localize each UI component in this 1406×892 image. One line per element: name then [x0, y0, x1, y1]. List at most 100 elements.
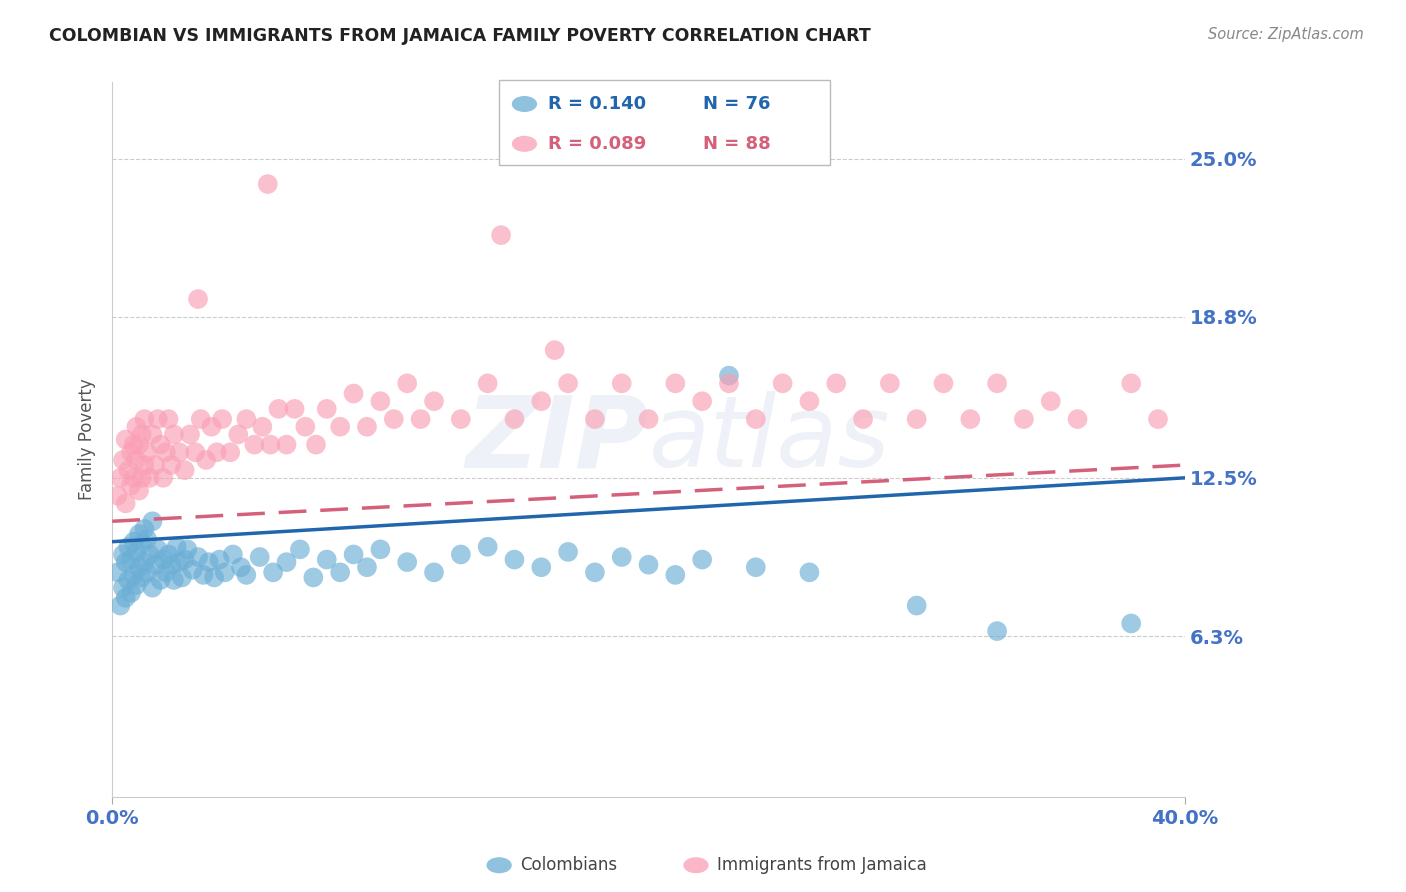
- Point: [610, 376, 633, 391]
- Point: [294, 419, 316, 434]
- Text: R = 0.089: R = 0.089: [548, 135, 647, 153]
- Point: [111, 581, 134, 595]
- Point: [128, 437, 150, 451]
- Point: [110, 471, 132, 485]
- Point: [120, 586, 142, 600]
- Point: [125, 453, 148, 467]
- Point: [423, 566, 446, 580]
- Point: [197, 555, 219, 569]
- Point: [772, 376, 794, 391]
- Text: Immigrants from Jamaica: Immigrants from Jamaica: [717, 856, 927, 874]
- Point: [173, 463, 195, 477]
- Point: [134, 458, 156, 472]
- Point: [288, 542, 311, 557]
- Point: [160, 558, 183, 572]
- Point: [143, 458, 166, 472]
- Point: [356, 560, 378, 574]
- Point: [187, 549, 209, 564]
- Point: [128, 483, 150, 498]
- Point: [114, 433, 136, 447]
- Point: [329, 566, 352, 580]
- Point: [193, 568, 215, 582]
- Point: [423, 394, 446, 409]
- Point: [503, 552, 526, 566]
- Point: [125, 578, 148, 592]
- Point: [959, 412, 981, 426]
- Point: [111, 548, 134, 562]
- Point: [370, 542, 392, 557]
- Point: [125, 419, 148, 434]
- Point: [664, 376, 686, 391]
- Point: [356, 419, 378, 434]
- Text: COLOMBIAN VS IMMIGRANTS FROM JAMAICA FAMILY POVERTY CORRELATION CHART: COLOMBIAN VS IMMIGRANTS FROM JAMAICA FAM…: [49, 27, 870, 45]
- Point: [136, 532, 159, 546]
- Point: [276, 437, 298, 451]
- Point: [557, 376, 579, 391]
- Point: [1147, 412, 1170, 426]
- Point: [205, 445, 228, 459]
- Point: [557, 545, 579, 559]
- Point: [187, 292, 209, 306]
- Point: [122, 437, 145, 451]
- Point: [134, 555, 156, 569]
- Point: [879, 376, 901, 391]
- Point: [166, 540, 188, 554]
- Point: [157, 548, 180, 562]
- Point: [717, 368, 740, 383]
- Point: [1121, 376, 1143, 391]
- Point: [141, 581, 163, 595]
- Point: [249, 549, 271, 564]
- Point: [131, 427, 153, 442]
- Point: [235, 568, 257, 582]
- Text: Source: ZipAtlas.com: Source: ZipAtlas.com: [1208, 27, 1364, 42]
- Point: [173, 552, 195, 566]
- Point: [114, 496, 136, 510]
- Text: ZIP: ZIP: [465, 391, 648, 488]
- Point: [382, 412, 405, 426]
- Point: [114, 555, 136, 569]
- Point: [117, 573, 139, 587]
- Point: [202, 570, 225, 584]
- Point: [396, 376, 419, 391]
- Point: [128, 527, 150, 541]
- Point: [141, 514, 163, 528]
- Point: [342, 386, 364, 401]
- Point: [530, 394, 553, 409]
- Point: [302, 570, 325, 584]
- Point: [396, 555, 419, 569]
- Point: [136, 566, 159, 580]
- Point: [160, 458, 183, 472]
- Point: [139, 548, 162, 562]
- Point: [932, 376, 955, 391]
- Point: [120, 478, 142, 492]
- Point: [111, 453, 134, 467]
- Point: [905, 412, 928, 426]
- Point: [131, 471, 153, 485]
- Point: [262, 566, 284, 580]
- Point: [852, 412, 875, 426]
- Point: [637, 412, 659, 426]
- Point: [114, 591, 136, 605]
- Point: [163, 427, 186, 442]
- Point: [131, 570, 153, 584]
- Point: [637, 558, 659, 572]
- Point: [141, 427, 163, 442]
- Point: [146, 542, 169, 557]
- Point: [370, 394, 392, 409]
- Point: [163, 573, 186, 587]
- Point: [477, 376, 499, 391]
- Point: [157, 412, 180, 426]
- Point: [184, 445, 207, 459]
- Point: [155, 566, 177, 580]
- Point: [477, 540, 499, 554]
- Point: [583, 566, 606, 580]
- Point: [120, 552, 142, 566]
- Point: [276, 555, 298, 569]
- Point: [243, 437, 266, 451]
- Point: [450, 548, 472, 562]
- Text: N = 76: N = 76: [703, 95, 770, 113]
- Point: [229, 560, 252, 574]
- Point: [190, 412, 212, 426]
- Point: [284, 401, 307, 416]
- Point: [259, 437, 281, 451]
